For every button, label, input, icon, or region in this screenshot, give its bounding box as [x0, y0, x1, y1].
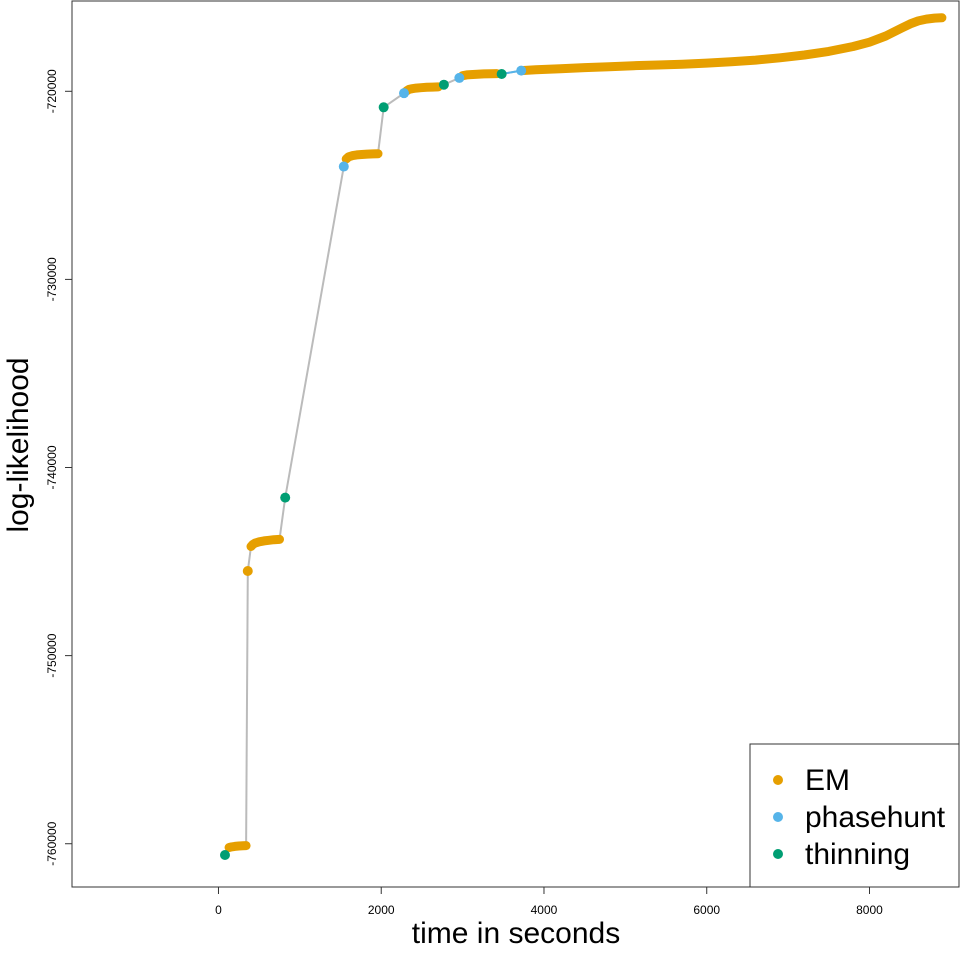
em-run-2	[246, 534, 284, 551]
x-tick-label: 6000	[693, 903, 720, 917]
thinning-point-2	[280, 492, 291, 503]
legend-label-phasehunt: phasehunt	[805, 801, 946, 834]
em-run-3	[341, 149, 383, 164]
legend-label-thinning: thinning	[805, 838, 910, 871]
em-run-6	[516, 13, 947, 76]
x-tick-label: 4000	[531, 903, 558, 917]
phasehunt-point-3	[454, 72, 465, 83]
legend-box	[749, 743, 960, 888]
y-tick-label: -760000	[45, 821, 59, 865]
legend-label-EM: EM	[805, 764, 850, 797]
em-point-1	[242, 565, 253, 576]
em-run-1	[224, 841, 251, 852]
x-tick-label: 0	[215, 903, 222, 917]
y-tick-label: -730000	[45, 257, 59, 301]
legend: EM phasehunt thinning	[749, 743, 960, 888]
thinning-point-3	[378, 102, 389, 113]
phasehunt-point-2	[399, 88, 410, 99]
legend-marker-thinning	[773, 849, 783, 859]
plot-border	[71, 0, 960, 888]
y-axis-title: log-likelihood	[2, 357, 35, 532]
phasehunt-point-1	[338, 161, 349, 172]
em-run-5	[458, 69, 502, 81]
axes: 0 2000 4000 6000 8000 -720000 -730000 -740000 -7…	[45, 0, 960, 917]
y-tick-label: -740000	[45, 445, 59, 489]
thinning-point-4	[438, 79, 449, 90]
legend-marker-phasehunt	[773, 812, 783, 822]
x-tick-label: 8000	[856, 903, 883, 917]
y-tick-label: -720000	[45, 69, 59, 113]
thinning-point-5	[496, 68, 507, 79]
plot-area	[219, 13, 947, 861]
thinning-point-1	[219, 850, 230, 861]
em-run-4	[402, 82, 443, 96]
x-tick-label: 2000	[368, 903, 395, 917]
phasehunt-point-4	[516, 65, 527, 76]
x-axis-title: time in seconds	[412, 917, 620, 950]
legend-marker-EM	[773, 775, 783, 785]
y-tick-label: -750000	[45, 633, 59, 677]
